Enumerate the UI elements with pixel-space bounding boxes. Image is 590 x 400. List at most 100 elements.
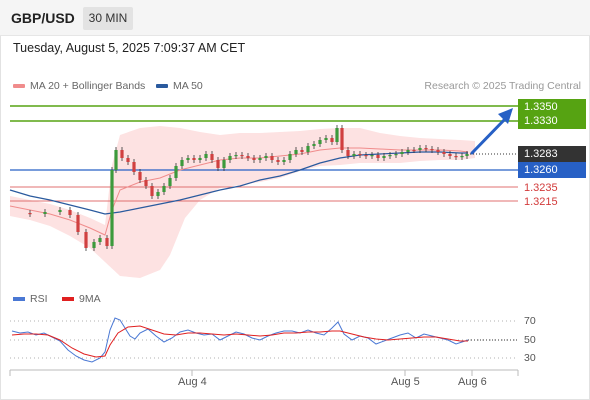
forecast-arrow	[470, 116, 508, 155]
candle-body	[442, 152, 446, 154]
candle-body	[252, 158, 256, 160]
candle-body	[222, 160, 226, 168]
candle-body	[58, 210, 62, 212]
legend-rsi-ma: 9MA	[62, 293, 101, 305]
candle-body	[276, 160, 280, 162]
candle-body	[376, 155, 380, 158]
rsi-ma-swatch	[62, 297, 74, 302]
candle-body	[306, 146, 310, 152]
rsi-swatch	[13, 297, 25, 302]
candle-body	[68, 210, 72, 215]
ma50-swatch	[156, 84, 168, 89]
candle-body	[282, 160, 286, 162]
candle-body	[382, 156, 386, 158]
candle-body	[448, 154, 452, 156]
candles	[28, 125, 469, 251]
candle-body	[98, 238, 102, 242]
candle-body	[92, 242, 96, 248]
candle-body	[358, 154, 362, 156]
candle-body	[294, 150, 298, 154]
legend-ma50: MA 50	[156, 80, 203, 92]
chart-timestamp: Tuesday, August 5, 2025 7:09:37 AM CET	[13, 41, 246, 55]
candle-body	[424, 148, 428, 150]
candle-body	[352, 154, 356, 156]
candle-body	[180, 160, 184, 166]
date-tick-aug4: Aug 4	[178, 376, 207, 388]
candle-body	[412, 150, 416, 152]
candle-body	[335, 128, 339, 142]
symbol-label: GBP/USD	[11, 10, 75, 26]
candle-body	[192, 158, 196, 160]
candle-body	[430, 149, 434, 151]
candle-body	[258, 158, 262, 160]
candle-body	[454, 156, 458, 158]
legend-rsi: RSI	[13, 293, 48, 305]
candle-body	[76, 215, 80, 232]
level-pivot: 1.3260	[518, 162, 586, 178]
candle-body	[138, 172, 142, 180]
candle-body	[288, 154, 292, 160]
candle-body	[312, 144, 316, 146]
candle-body	[364, 155, 368, 157]
candle-body	[110, 170, 114, 246]
candle-body	[436, 150, 440, 152]
candle-body	[132, 162, 136, 172]
rsi-label: RSI	[30, 293, 48, 305]
candle-body	[394, 154, 398, 156]
candle-body	[84, 232, 88, 248]
level-r1: 1.3330	[518, 113, 586, 129]
level-s1: 1.3235	[524, 182, 558, 194]
candle-body	[216, 160, 220, 168]
candle-body	[162, 186, 166, 192]
date-tick-aug6: Aug 6	[458, 376, 487, 388]
candle-body	[228, 156, 232, 160]
candle-body	[346, 150, 350, 156]
level-s2: 1.3215	[524, 196, 558, 208]
candle-body	[105, 238, 109, 246]
candle-body	[300, 150, 304, 152]
chart-header: GBP/USD 30 MIN	[0, 0, 590, 36]
candle-body	[324, 138, 328, 140]
candle-body	[120, 150, 124, 158]
rsi-line	[11, 317, 469, 363]
ma50-label: MA 50	[173, 80, 203, 92]
level-r2: 1.3350	[518, 99, 586, 115]
candle-body	[270, 156, 274, 160]
candle-body	[43, 212, 47, 214]
level-last-price: 1.3283	[518, 146, 586, 162]
candle-body	[174, 166, 178, 178]
candle-body	[340, 128, 344, 150]
bollinger-label: MA 20 + Bollinger Bands	[30, 80, 146, 92]
candle-body	[418, 148, 422, 150]
candle-body	[460, 156, 464, 158]
candle-body	[234, 155, 238, 157]
candle-body	[210, 154, 214, 160]
rsi-ma-label: 9MA	[79, 293, 101, 305]
copyright-text: Research © 2025 Trading Central	[424, 80, 581, 92]
legend-bollinger: MA 20 + Bollinger Bands	[13, 80, 145, 92]
candle-body	[388, 155, 392, 157]
bollinger-band	[10, 126, 475, 278]
candle-body	[465, 154, 469, 156]
candle-body	[318, 140, 322, 144]
ma50-line	[9, 151, 468, 215]
date-tick-aug5: Aug 5	[391, 376, 420, 388]
candle-body	[186, 158, 190, 160]
candle-body	[126, 158, 130, 162]
candle-body	[240, 155, 244, 157]
candle-body	[264, 156, 268, 158]
candle-body	[246, 156, 250, 158]
candle-body	[198, 158, 202, 160]
candle-body	[28, 213, 32, 215]
timeframe-button[interactable]: 30 MIN	[83, 7, 133, 30]
candle-body	[168, 178, 172, 186]
candle-body	[400, 152, 404, 154]
candle-body	[370, 155, 374, 157]
candle-body	[406, 150, 410, 152]
candle-body	[330, 138, 334, 142]
candle-body	[150, 186, 154, 196]
bollinger-swatch	[13, 84, 25, 89]
candle-body	[156, 192, 160, 196]
rsi-tick-30: 30	[524, 352, 536, 364]
